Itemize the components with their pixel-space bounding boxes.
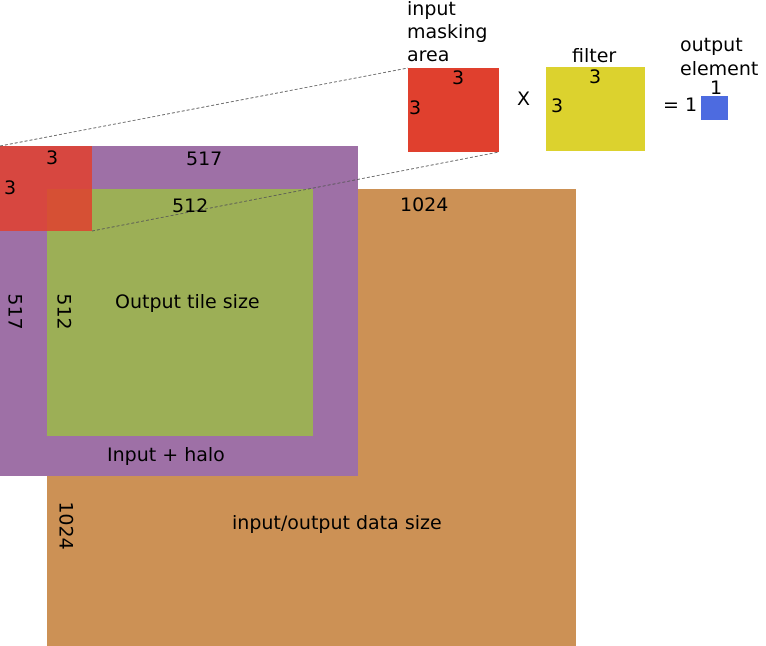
mask-title-line2: masking	[407, 21, 488, 43]
mask-title-line1: input	[407, 0, 456, 20]
filter-height-label: 3	[551, 95, 564, 117]
zoom-line-bottom	[91, 151, 500, 232]
tile-region-label: Output tile size	[115, 291, 260, 313]
small-mask-rect	[0, 146, 92, 231]
data-width-label: 1024	[400, 194, 449, 216]
data-region-label: input/output data size	[232, 512, 442, 534]
big-mask-rect	[408, 68, 499, 152]
output-size-label: 1	[710, 77, 723, 99]
big-mask-width-label: 3	[452, 67, 465, 89]
output-title-line1: output	[680, 34, 743, 56]
data-height-label: 1024	[54, 501, 77, 550]
halo-region-label: Input + halo	[107, 444, 225, 466]
output-title-line2: element	[680, 58, 759, 80]
tile-height-label: 512	[52, 293, 75, 330]
halo-width-label: 517	[186, 148, 223, 170]
filter-title: filter	[572, 45, 617, 67]
tile-width-label: 512	[172, 195, 209, 217]
small-mask-width-label: 3	[46, 147, 59, 169]
halo-height-label: 517	[3, 293, 26, 330]
equals-result: = 1	[663, 94, 698, 116]
small-mask-height-label: 3	[4, 177, 17, 199]
big-mask-height-label: 3	[409, 97, 422, 119]
multiply-operator: X	[517, 88, 531, 110]
mask-title-line3: area	[407, 44, 450, 66]
output-element-rect	[701, 96, 728, 120]
filter-rect	[546, 67, 645, 151]
filter-width-label: 3	[589, 66, 602, 88]
zoom-line-top	[0, 67, 409, 147]
